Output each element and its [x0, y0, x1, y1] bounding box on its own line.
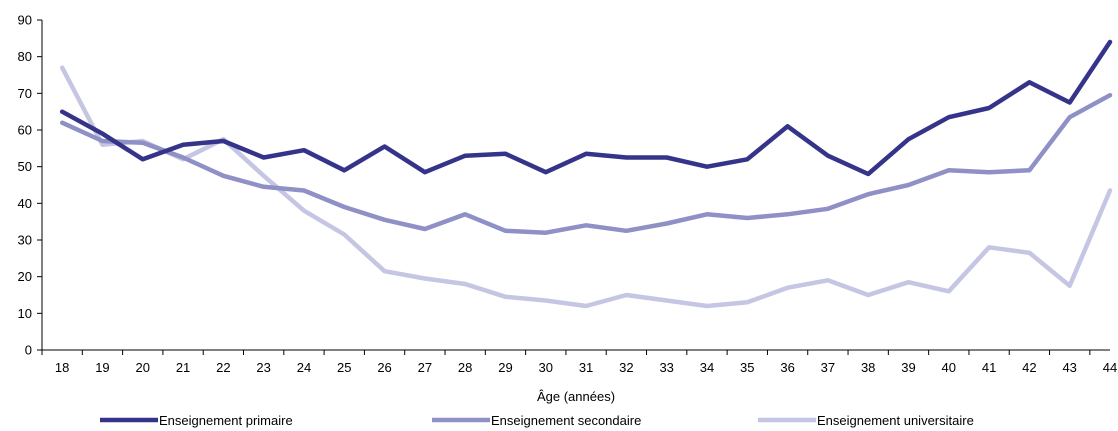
- y-tick-label: 20: [18, 269, 32, 284]
- legend-item-1: Enseignement primaire: [100, 413, 293, 428]
- x-axis-title: Âge (années): [537, 389, 615, 404]
- y-tick-label: 80: [18, 49, 32, 64]
- y-tick-label: 90: [18, 13, 32, 28]
- x-tick-label: 43: [1062, 360, 1076, 375]
- legend-label: Enseignement secondaire: [491, 413, 641, 428]
- x-tick-label: 32: [619, 360, 633, 375]
- x-tick-label: 22: [216, 360, 230, 375]
- x-tick-label: 23: [256, 360, 270, 375]
- series-layer: [59, 39, 1113, 309]
- x-tick-label: 21: [176, 360, 190, 375]
- x-tick-label: 31: [579, 360, 593, 375]
- x-tick-label: 26: [377, 360, 391, 375]
- y-tick-label: 10: [18, 306, 32, 321]
- x-tick-label: 35: [740, 360, 754, 375]
- x-tick-label: 34: [700, 360, 714, 375]
- x-tick-label: 27: [418, 360, 432, 375]
- y-tick-label: 40: [18, 196, 32, 211]
- legend: Enseignement primaire Enseignement second…: [100, 413, 974, 428]
- legend-label: Enseignement universitaire: [817, 413, 974, 428]
- x-tick-label: 30: [539, 360, 553, 375]
- x-tick-label: 44: [1103, 360, 1117, 375]
- y-tick-label: 0: [25, 343, 32, 358]
- y-tick-label: 60: [18, 123, 32, 138]
- x-tick-label: 20: [136, 360, 150, 375]
- legend-item-2: Enseignement secondaire: [432, 413, 641, 428]
- axes: 0 10 20 30 40 50 60 70 80 90 18 19 20 21 22 23 24 25 26 27 2…: [18, 13, 1118, 376]
- x-tick-label: 42: [1022, 360, 1036, 375]
- legend-label: Enseignement primaire: [159, 413, 293, 428]
- x-tick-label: 38: [861, 360, 875, 375]
- x-tick-label: 39: [901, 360, 915, 375]
- y-tick-label: 50: [18, 159, 32, 174]
- x-tick-label: 24: [297, 360, 311, 375]
- x-tick-label: 28: [458, 360, 472, 375]
- series-line-3: [59, 65, 1113, 309]
- x-tick-label: 19: [95, 360, 109, 375]
- x-tick-label: 41: [982, 360, 996, 375]
- series-line-2: [59, 92, 1113, 235]
- series-line-1: [59, 39, 1113, 177]
- x-tick-label: 40: [942, 360, 956, 375]
- x-tick-label: 29: [498, 360, 512, 375]
- x-tick-label: 18: [55, 360, 69, 375]
- y-tick-label: 70: [18, 86, 32, 101]
- x-tick-label: 33: [659, 360, 673, 375]
- legend-item-3: Enseignement universitaire: [758, 413, 974, 428]
- x-tick-label: 37: [821, 360, 835, 375]
- x-tick-label: 25: [337, 360, 351, 375]
- y-tick-label: 30: [18, 233, 32, 248]
- x-tick-label: 36: [780, 360, 794, 375]
